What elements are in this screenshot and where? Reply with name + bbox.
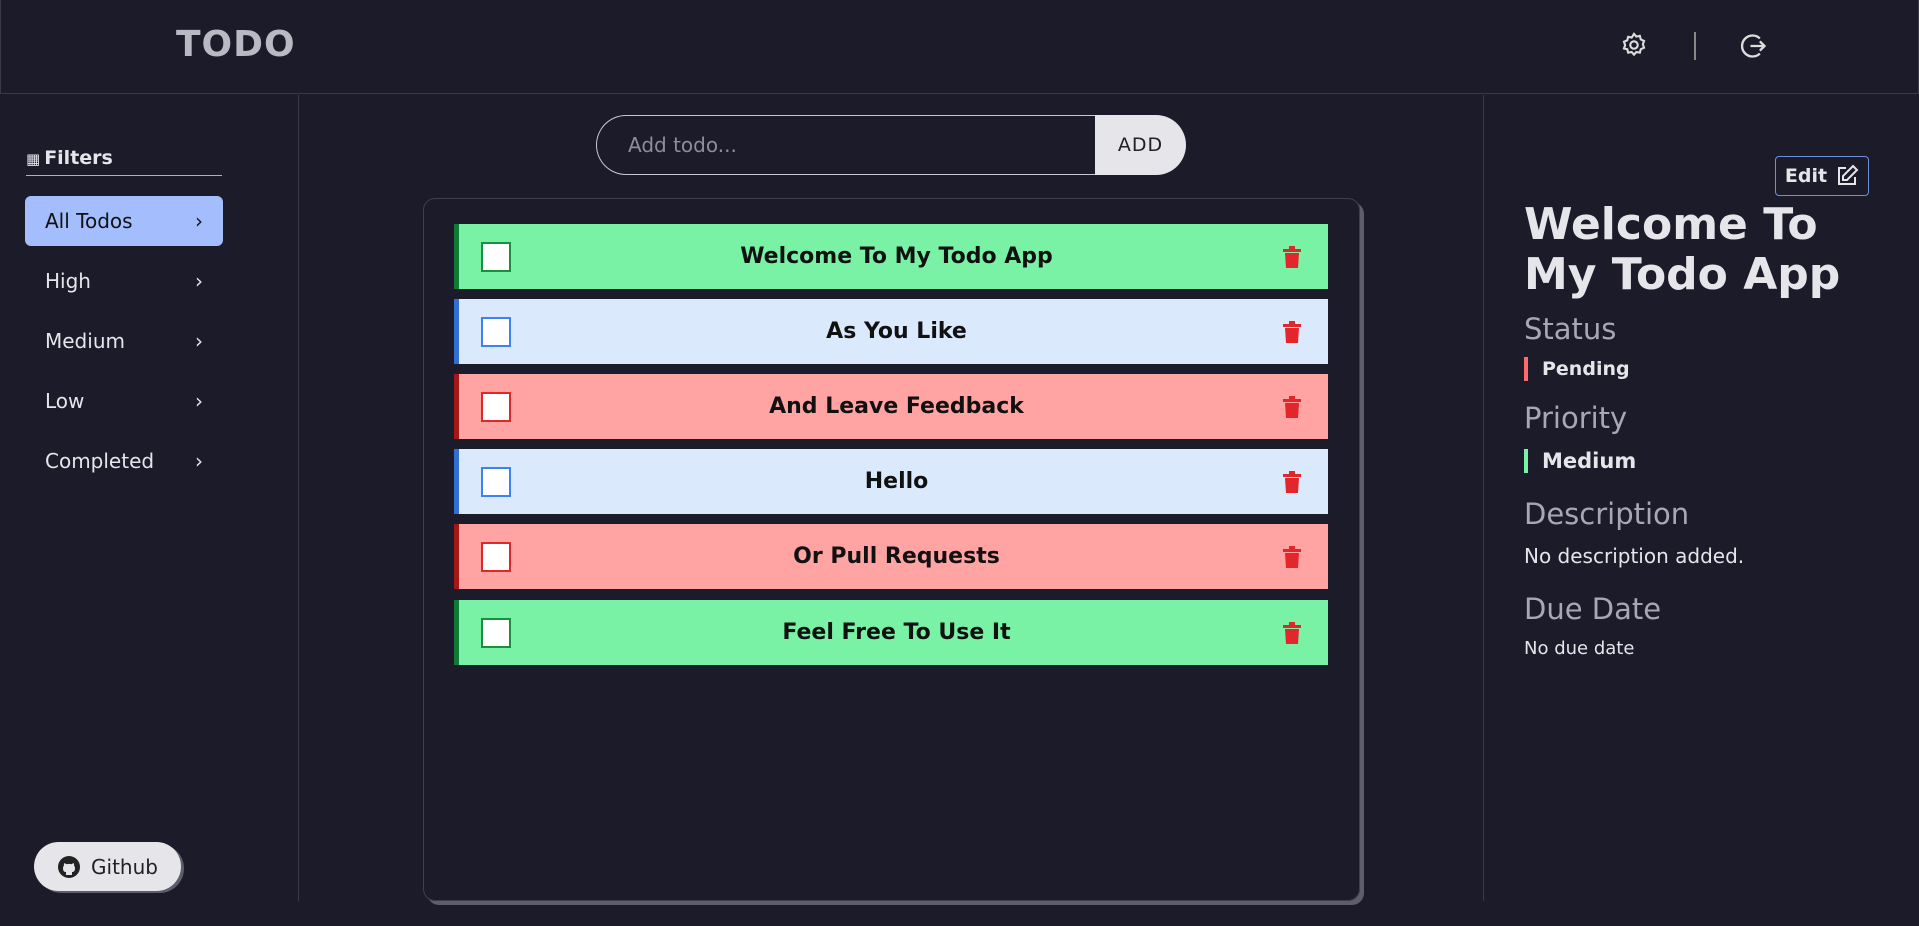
due-label: Due Date — [1524, 592, 1662, 626]
checkbox[interactable] — [481, 241, 511, 272]
checkbox[interactable] — [481, 391, 511, 422]
settings-icon[interactable] — [1620, 31, 1648, 59]
filter-label: High — [45, 269, 91, 293]
logout-icon[interactable] — [1740, 32, 1768, 60]
todo-item[interactable]: Welcome To My Todo App — [454, 224, 1328, 289]
due-value: No due date — [1524, 638, 1635, 659]
description-label: Description — [1524, 497, 1690, 531]
todo-title: Hello — [864, 469, 929, 494]
filter-label: Completed — [45, 449, 155, 473]
status-label: Status — [1524, 312, 1617, 346]
checkbox[interactable] — [481, 617, 511, 648]
todo-list — [423, 198, 1360, 901]
checkbox[interactable] — [481, 316, 511, 347]
sidebar — [0, 95, 299, 901]
delete-icon[interactable] — [1282, 395, 1302, 419]
add-button[interactable]: ADD — [1095, 115, 1186, 175]
filter-item[interactable]: Low › — [45, 389, 203, 413]
logo[interactable]: TODO — [176, 24, 296, 65]
todo-item[interactable]: Or Pull Requests — [454, 524, 1328, 589]
edit-button[interactable]: Edit — [1775, 156, 1869, 196]
todo-input[interactable]: Add todo... — [596, 115, 1095, 175]
description-value: No description added. — [1524, 544, 1745, 568]
todo-title: Welcome To My Todo App — [740, 244, 1053, 269]
edit-label: Edit — [1784, 165, 1828, 187]
filter-label: Medium — [45, 329, 125, 353]
filter-item[interactable]: Completed › — [45, 449, 203, 473]
priority-label: Priority — [1524, 401, 1628, 435]
filter-label: All Todos — [45, 209, 133, 233]
todo-title: Feel Free To Use It — [782, 620, 1011, 645]
todo-title: Or Pull Requests — [793, 544, 1000, 569]
github-label: Github — [91, 854, 158, 879]
filter-label: Low — [45, 389, 85, 413]
divider — [1694, 32, 1696, 60]
github-button[interactable]: Github — [34, 842, 181, 891]
delete-icon[interactable] — [1282, 621, 1302, 645]
todo-item[interactable]: As You Like — [454, 299, 1328, 364]
filter-item[interactable]: All Todos › — [25, 196, 223, 246]
checkbox[interactable] — [481, 466, 511, 497]
delete-icon[interactable] — [1282, 320, 1302, 344]
github-icon — [58, 855, 81, 878]
checkbox[interactable] — [481, 541, 511, 572]
todo-item[interactable]: And Leave Feedback — [454, 374, 1328, 439]
todo-title: As You Like — [826, 319, 967, 344]
filter-item[interactable]: High › — [45, 269, 203, 293]
priority-value: Medium — [1524, 449, 1636, 473]
filters-title: Filters — [44, 147, 113, 169]
details-panel — [1483, 95, 1484, 901]
edit-icon — [1838, 164, 1859, 185]
filter-item[interactable]: Medium › — [45, 329, 203, 353]
delete-icon[interactable] — [1282, 245, 1302, 269]
filters-heading: ▦ Filters — [26, 147, 222, 176]
detail-title: Welcome To My Todo App — [1524, 199, 1841, 300]
todo-item[interactable]: Hello — [454, 449, 1328, 514]
todo-item[interactable]: Feel Free To Use It — [454, 600, 1328, 665]
delete-icon[interactable] — [1282, 470, 1302, 494]
todo-title: And Leave Feedback — [769, 394, 1024, 419]
status-value: Pending — [1524, 357, 1630, 381]
delete-icon[interactable] — [1282, 545, 1302, 569]
